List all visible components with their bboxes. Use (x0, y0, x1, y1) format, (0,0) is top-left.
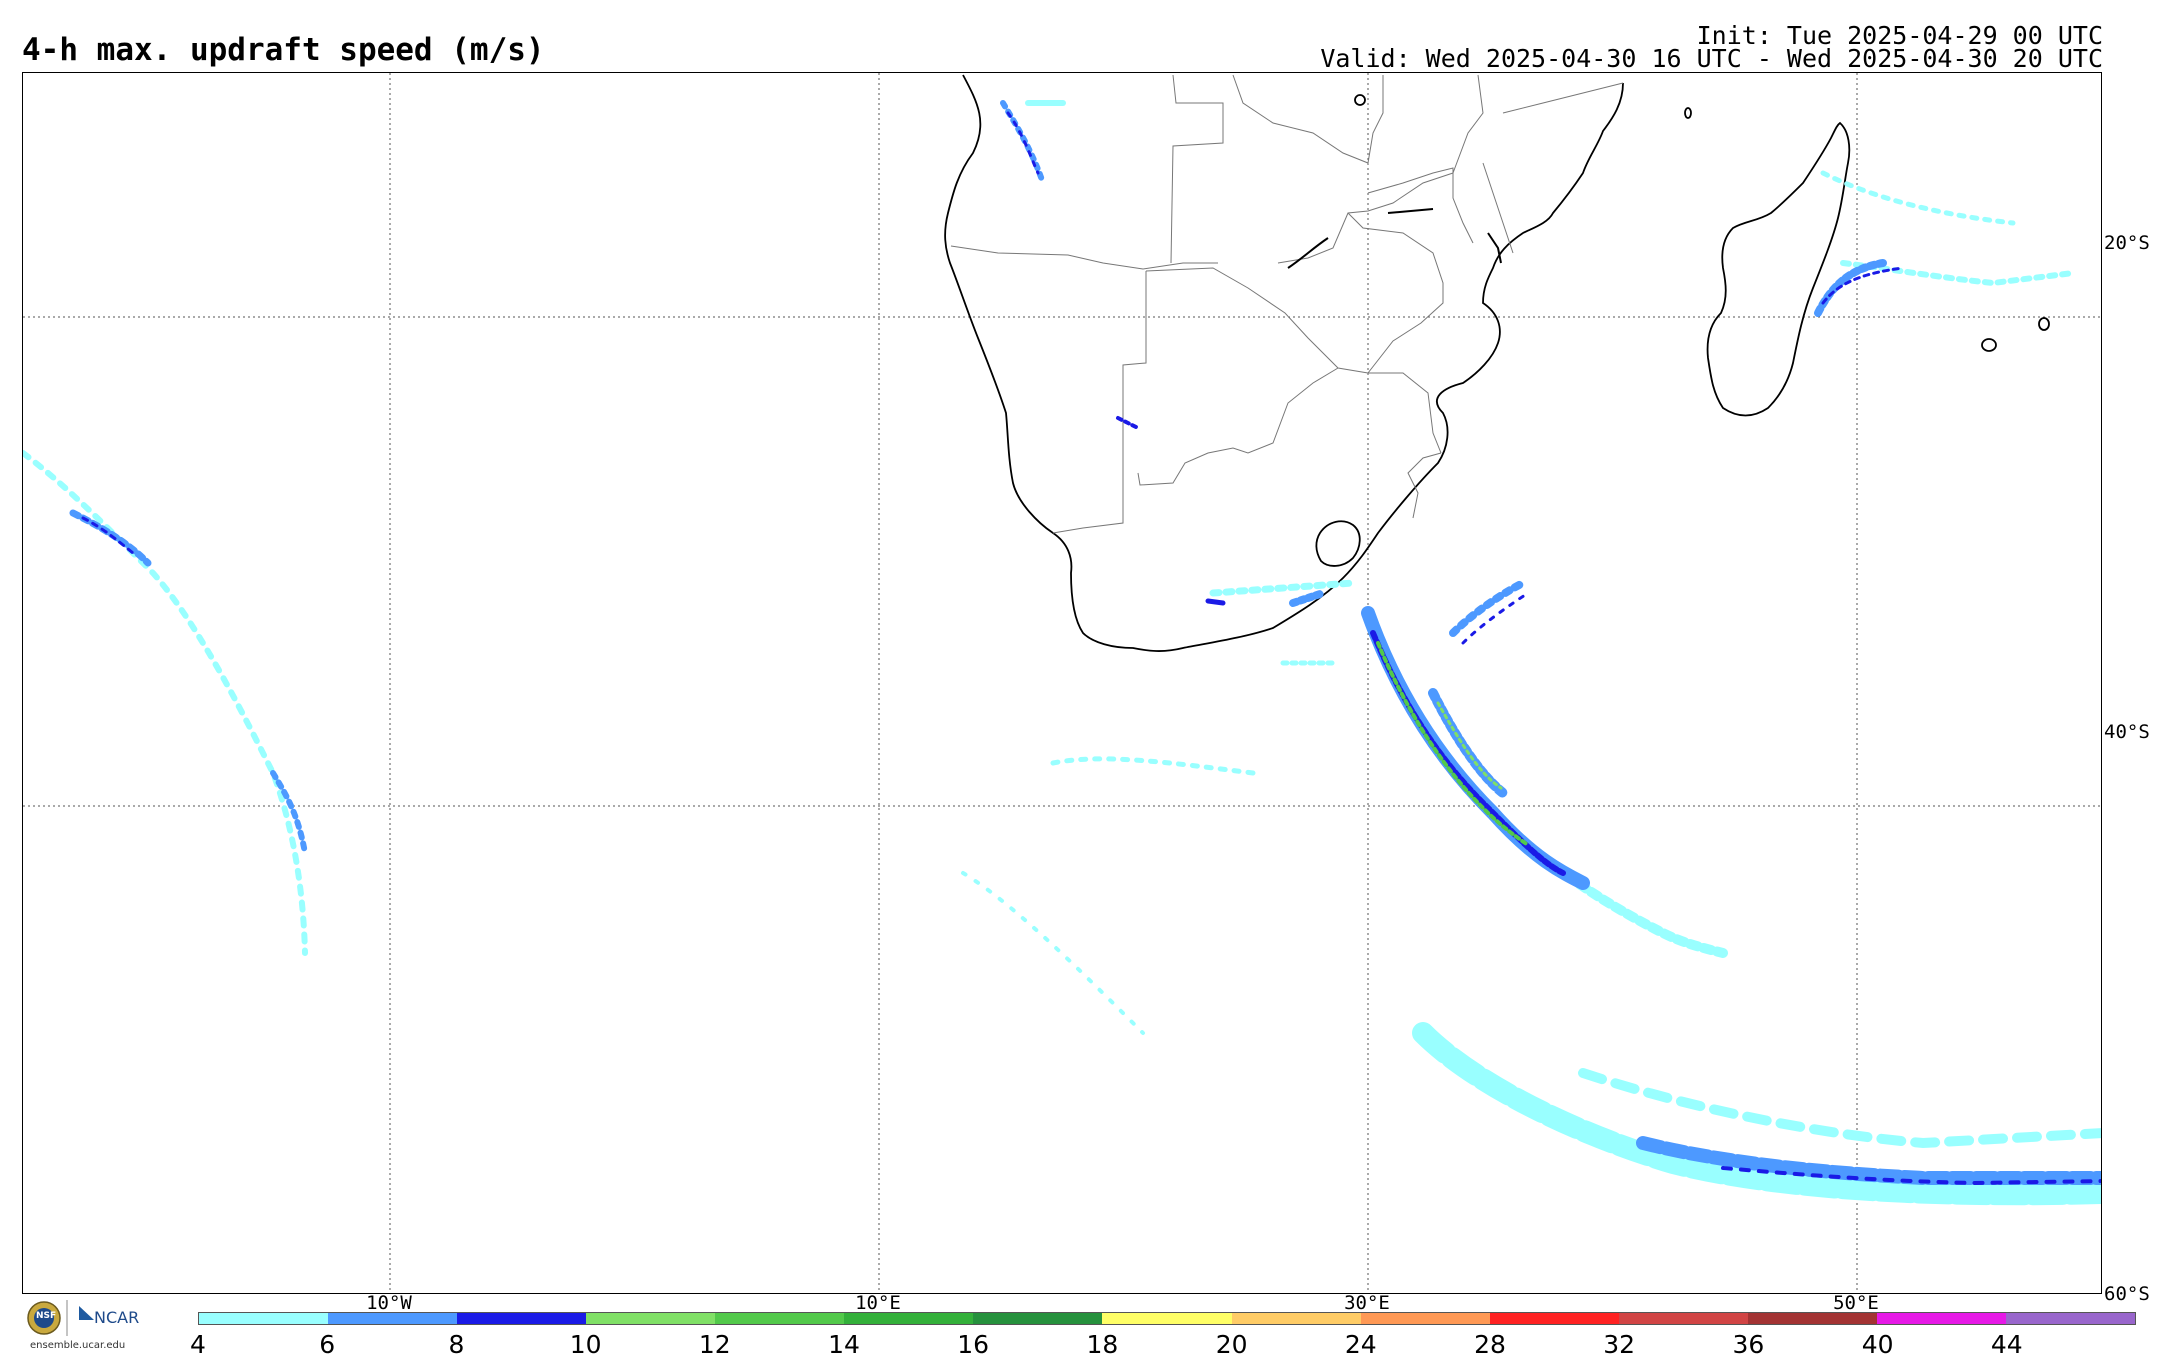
colorbar-tick-label: 36 (1732, 1330, 1765, 1359)
colorbar-segment (715, 1313, 845, 1324)
colorbar-tick-label: 24 (1344, 1330, 1377, 1359)
colorbar-tick-label: 44 (1990, 1330, 2023, 1359)
colorbar-segment (1102, 1313, 1232, 1324)
lat-label-40s: 40°S (2104, 721, 2150, 743)
graticule (23, 73, 2101, 1293)
colorbar-tick-label: 20 (1215, 1330, 1248, 1359)
ensemble-url: ensemble.ucar.edu (30, 1340, 126, 1351)
valid-time: Valid: Wed 2025-04-30 16 UTC - Wed 2025-… (1320, 44, 2103, 73)
colorbar-tick-label: 10 (569, 1330, 602, 1359)
lat-label-20s: 20°S (2104, 232, 2150, 254)
map-panel[interactable] (22, 72, 2102, 1294)
lakes (1287, 208, 1502, 269)
colorbar-tick-label: 16 (957, 1330, 990, 1359)
map-canvas (23, 73, 2101, 1293)
ncar-label: NCAR (94, 1308, 140, 1327)
colorbar-segment (2005, 1313, 2135, 1324)
lon-label-50e: 50°E (1833, 1292, 1879, 1314)
colorbar-segment (973, 1313, 1103, 1324)
colorbar-tick-label: 18 (1086, 1330, 1119, 1359)
colorbar-tick-label: 40 (1861, 1330, 1894, 1359)
ncar-mark-icon (79, 1306, 94, 1320)
lat-label-60s: 60°S (2104, 1283, 2150, 1305)
colorbar-segment (1876, 1313, 2006, 1324)
colorbar-tick-label: 28 (1474, 1330, 1506, 1359)
updraft-field (23, 100, 2101, 1206)
colorbar-segment (328, 1313, 458, 1324)
colorbar-segment (586, 1313, 716, 1324)
colorbar-tick-label: 32 (1603, 1330, 1636, 1359)
colorbar-tick-label: 4 (190, 1330, 206, 1359)
country-borders (950, 74, 1624, 534)
seal-label: NSF (36, 1311, 57, 1321)
colorbar-segment (1747, 1313, 1877, 1324)
lon-label-10e: 10°E (855, 1292, 901, 1314)
lon-label-30e: 30°E (1344, 1292, 1390, 1314)
colorbar-tick-label: 8 (448, 1330, 465, 1359)
colorbar (198, 1312, 2136, 1325)
lon-label-10w: 10°W (366, 1292, 412, 1314)
colorbar-segment (199, 1313, 329, 1324)
map-title: 4-h max. updraft speed (m/s) (22, 32, 545, 68)
colorbar-tick-label: 6 (319, 1330, 336, 1359)
colorbar-segment (1489, 1313, 1619, 1324)
colorbar-segment (457, 1313, 587, 1324)
colorbar-segment (1618, 1313, 1748, 1324)
colorbar-tick-label: 14 (828, 1330, 860, 1359)
colorbar-segment (1231, 1313, 1361, 1324)
init-time: Init: Tue 2025-04-29 00 UTC (1696, 21, 2103, 50)
ncar-logo: NSF NCAR (24, 1298, 159, 1354)
coastline (944, 74, 2050, 652)
colorbar-tick-label: 12 (698, 1330, 731, 1359)
colorbar-segment (844, 1313, 974, 1324)
colorbar-segment (1360, 1313, 1490, 1324)
